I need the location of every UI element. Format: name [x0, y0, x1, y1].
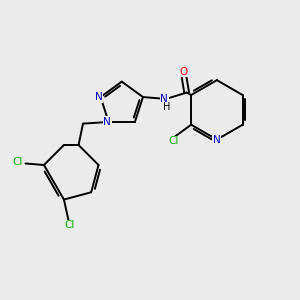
Text: N: N	[103, 117, 111, 127]
Text: H: H	[163, 102, 170, 112]
Text: Cl: Cl	[12, 157, 22, 167]
Text: O: O	[180, 67, 188, 77]
Text: N: N	[160, 94, 168, 103]
Text: N: N	[95, 92, 103, 102]
Text: N: N	[213, 135, 221, 145]
Text: Cl: Cl	[168, 136, 178, 146]
Text: Cl: Cl	[65, 220, 75, 230]
